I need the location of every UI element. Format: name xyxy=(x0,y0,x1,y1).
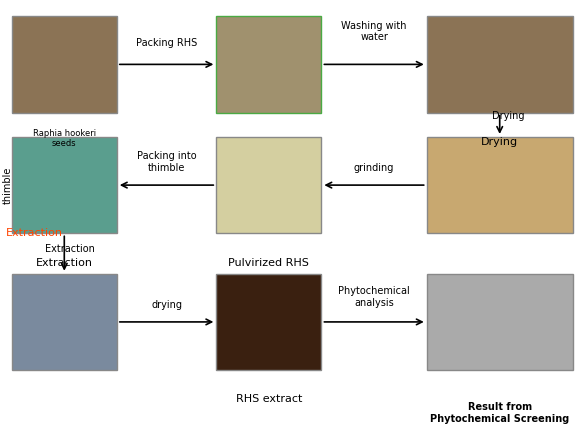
FancyBboxPatch shape xyxy=(12,137,117,233)
FancyBboxPatch shape xyxy=(216,137,322,233)
Text: Washing with
water: Washing with water xyxy=(341,21,407,42)
Text: Raphia hookeri
seeds: Raphia hookeri seeds xyxy=(33,129,96,148)
FancyBboxPatch shape xyxy=(216,16,322,113)
Text: Extraction: Extraction xyxy=(36,257,93,268)
Text: grinding: grinding xyxy=(354,163,394,173)
Text: Pulvirized RHS: Pulvirized RHS xyxy=(228,257,309,268)
FancyBboxPatch shape xyxy=(12,273,117,370)
FancyBboxPatch shape xyxy=(216,273,322,370)
Text: Packing RHS: Packing RHS xyxy=(136,38,197,48)
FancyBboxPatch shape xyxy=(427,16,573,113)
Text: Drying: Drying xyxy=(481,137,518,147)
FancyBboxPatch shape xyxy=(427,137,573,233)
Text: Extraction: Extraction xyxy=(6,229,63,238)
Text: RHS extract: RHS extract xyxy=(236,394,302,404)
Text: Phytochemical
analysis: Phytochemical analysis xyxy=(338,286,410,308)
Text: Extraction: Extraction xyxy=(45,243,95,254)
Text: thimble: thimble xyxy=(3,166,13,204)
Text: drying: drying xyxy=(151,300,182,310)
Text: Packing into
thimble: Packing into thimble xyxy=(137,151,196,173)
FancyBboxPatch shape xyxy=(12,16,117,113)
Text: Drying: Drying xyxy=(492,111,524,121)
Text: Result from
Phytochemical Screening: Result from Phytochemical Screening xyxy=(430,402,569,424)
FancyBboxPatch shape xyxy=(427,273,573,370)
